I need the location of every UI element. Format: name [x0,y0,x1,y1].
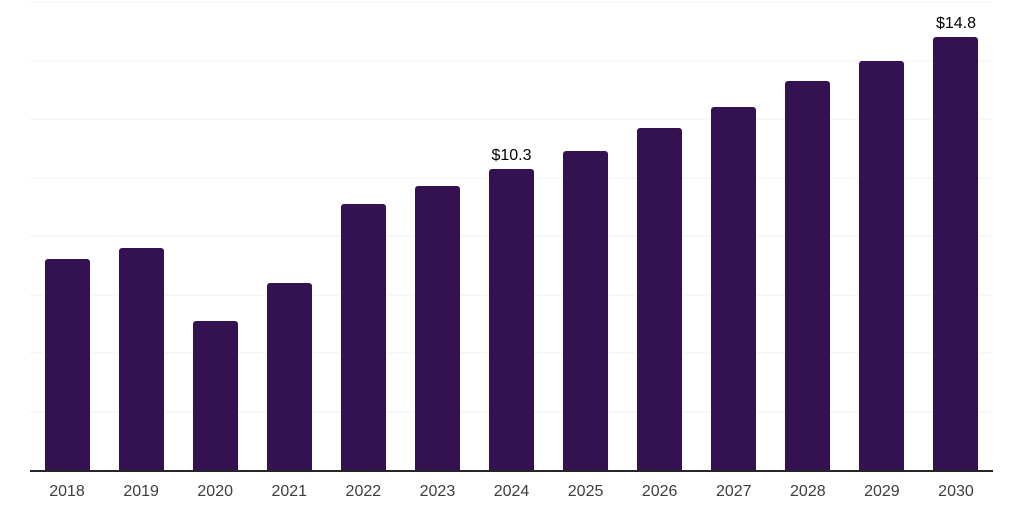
bar-2030: $14.8 [933,16,979,470]
bar-slot [771,2,845,470]
bar-2021 [266,282,312,470]
x-tick-label-2027: 2027 [715,483,752,500]
bars: $10.3 $14.8 [30,2,993,470]
bar-2025 [563,151,609,470]
bar-2026 [637,127,683,470]
gridline [30,60,993,61]
bar-2023 [414,186,460,470]
bar-slot [549,2,623,470]
bar-slot [252,2,326,470]
x-tick-label-2021: 2021 [271,483,308,500]
x-tick-label-2030: 2030 [938,483,974,500]
bar-slot [400,2,474,470]
bar-slot [845,2,919,470]
bar-slot [178,2,252,470]
x-tick-label-2019: 2019 [123,483,159,500]
x-tick-label-2024: 2024 [493,483,530,500]
bar-slot: $10.3 [474,2,548,470]
x-tick-label-2020: 2020 [197,483,233,500]
bar-slot [697,2,771,470]
bar-value-label-2030: $14.8 [935,15,976,33]
bar-2022 [340,203,386,470]
bar-2020 [192,320,238,470]
x-tick-label-2022: 2022 [345,483,382,500]
bar-slot [623,2,697,470]
x-axis-line [30,470,993,472]
bar-2029 [859,60,905,470]
bar-2019 [118,247,164,470]
plot-area: $10.3 $14.8 [30,1,993,472]
bar-2018 [44,259,90,470]
bar-slot: $14.8 [919,2,993,470]
x-tick-label-2018: 2018 [49,483,85,500]
bar-slot [30,2,104,470]
bar-slot [104,2,178,470]
bar-2028 [785,80,831,470]
x-tick-label-2028: 2028 [790,483,826,500]
bar-value-label-2024: $10.3 [491,146,532,164]
bar-2027 [711,107,757,470]
x-axis-labels: 2018 2019 2020 2021 2022 2023 2024 2025 2026 2027… [30,472,993,500]
x-tick-label-2029: 2029 [864,483,900,500]
gridline [30,118,993,120]
x-tick-label-2025: 2025 [567,483,604,500]
x-tick-label-2023: 2023 [419,483,456,500]
bar-slot [326,2,400,470]
x-tick-label-2026: 2026 [641,483,678,500]
gridline [30,1,993,3]
bar-2024: $10.3 [489,147,534,470]
